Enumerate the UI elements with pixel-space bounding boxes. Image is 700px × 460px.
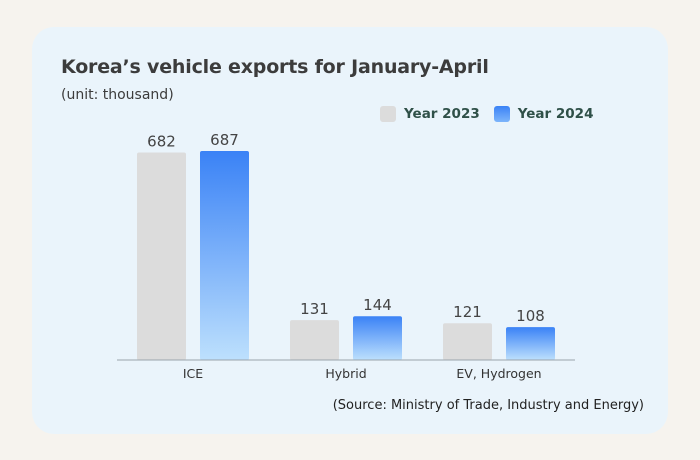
bar-hybrid-year-2024 (353, 316, 402, 360)
bar-ev-hydrogen-year-2023 (443, 323, 492, 360)
bar-value-label-ev-hydrogen-year-2024: 108 (516, 307, 545, 325)
legend-label-2023: Year 2023 (404, 106, 480, 122)
legend-swatch-2024 (493, 106, 510, 122)
bar-value-label-hybrid-year-2024: 144 (363, 296, 392, 314)
bar-value-label-ice-year-2024: 687 (210, 131, 239, 149)
bar-hybrid-year-2023 (290, 320, 339, 360)
legend-item-2023: Year 2023 (380, 106, 480, 122)
bar-ice-year-2024 (200, 151, 249, 360)
legend-item-2024: Year 2024 (493, 106, 594, 122)
chart-subtitle: (unit: thousand) (61, 87, 174, 103)
legend-swatch-2023 (380, 106, 396, 122)
chart-legend: Year 2023 Year 2024 (380, 106, 593, 122)
bar-ice-year-2023 (137, 152, 186, 360)
category-label-ev-hydrogen: EV, Hydrogen (456, 366, 541, 381)
category-label-ice: ICE (183, 366, 203, 381)
bar-value-label-hybrid-year-2023: 131 (300, 300, 329, 318)
source-note: (Source: Ministry of Trade, Industry and… (332, 398, 644, 413)
category-label-hybrid: Hybrid (325, 366, 366, 381)
bar-ev-hydrogen-year-2024 (506, 327, 555, 360)
bar-value-label-ice-year-2023: 682 (147, 133, 176, 151)
legend-label-2024: Year 2024 (517, 106, 594, 122)
bar-value-label-ev-hydrogen-year-2023: 121 (453, 303, 482, 321)
chart-title: Korea’s vehicle exports for January-Apri… (61, 56, 489, 78)
